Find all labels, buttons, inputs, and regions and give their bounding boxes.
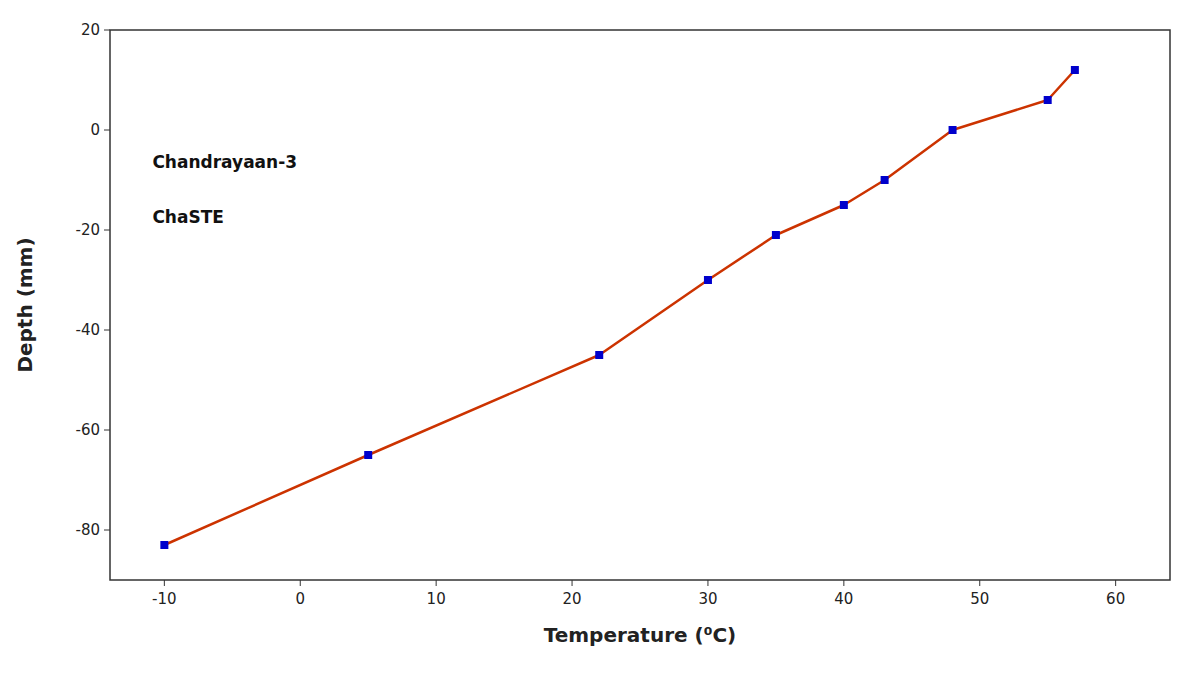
x-tick-label: -10	[152, 590, 177, 608]
data-point	[772, 231, 780, 239]
y-tick-label: 20	[81, 21, 100, 39]
x-tick	[164, 580, 165, 586]
x-tick	[1115, 580, 1116, 586]
data-point	[364, 451, 372, 459]
y-tick	[104, 330, 110, 331]
y-tick-label: -80	[76, 521, 101, 539]
x-tick	[436, 580, 437, 586]
y-tick-label: -60	[76, 421, 101, 439]
data-point	[704, 276, 712, 284]
x-tick-label: 60	[1106, 590, 1125, 608]
x-tick	[843, 580, 844, 586]
x-tick	[572, 580, 573, 586]
x-axis-label: Temperature (⁰C)	[544, 623, 737, 647]
x-tick	[707, 580, 708, 586]
annotation: Chandrayaan-3	[152, 152, 297, 172]
y-tick-label: -40	[76, 321, 101, 339]
y-tick	[104, 230, 110, 231]
x-tick	[979, 580, 980, 586]
chart-container: -10 0 10 20 30 40 50 60 20 0 -20 -40 -60 -80 Temperatu…	[0, 0, 1200, 675]
annotation: ChaSTE	[152, 207, 224, 227]
x-tick-label: 30	[698, 590, 717, 608]
x-tick-label: 0	[295, 590, 305, 608]
x-tick-label: 20	[563, 590, 582, 608]
data-point	[949, 126, 957, 134]
y-tick	[104, 130, 110, 131]
y-tick	[104, 530, 110, 531]
chart: -10 0 10 20 30 40 50 60 20 0 -20 -40 -60 -80 Temperatu…	[0, 0, 1200, 675]
y-tick-label: -20	[76, 221, 101, 239]
y-tick	[104, 430, 110, 431]
data-point	[881, 176, 889, 184]
x-tick	[300, 580, 301, 586]
data-point	[840, 201, 848, 209]
data-line	[164, 70, 1075, 545]
data-point	[160, 541, 168, 549]
x-tick-label: 40	[834, 590, 853, 608]
y-tick-label: 0	[90, 121, 100, 139]
data-point	[1044, 96, 1052, 104]
x-tick-label: 10	[427, 590, 446, 608]
y-axis-label: Depth (mm)	[13, 237, 37, 372]
plot-data	[160, 66, 1079, 549]
data-point	[595, 351, 603, 359]
y-tick	[104, 30, 110, 31]
x-tick-label: 50	[970, 590, 989, 608]
plot-frame	[110, 30, 1170, 580]
data-point	[1071, 66, 1079, 74]
